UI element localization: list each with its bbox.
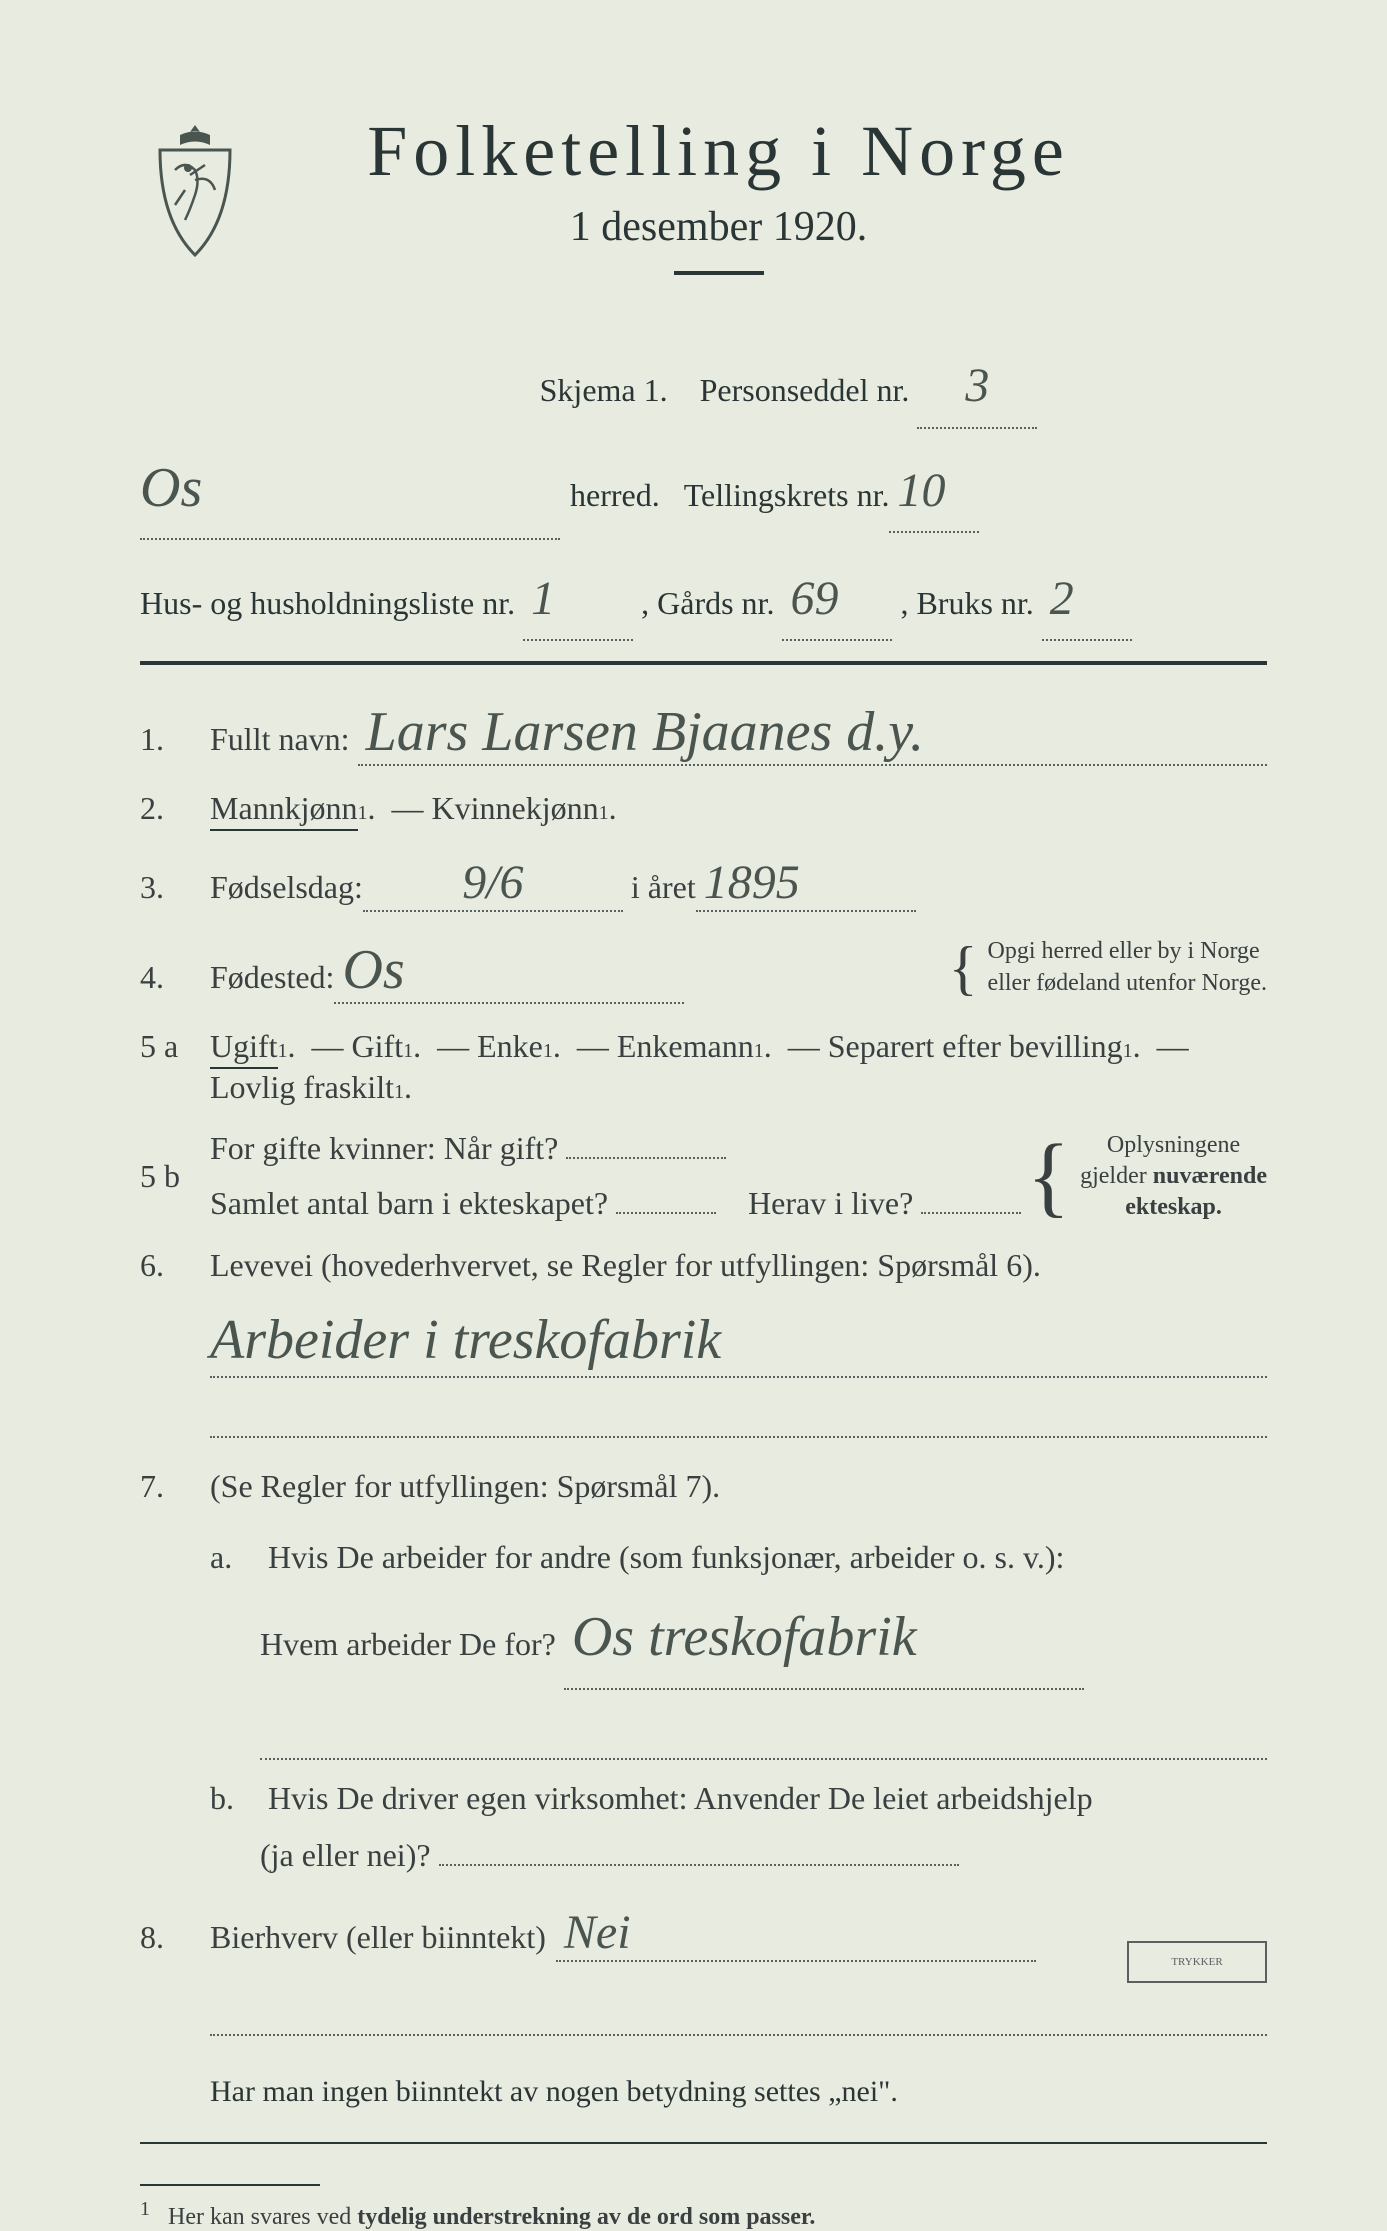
q2-num: 2. xyxy=(140,790,210,827)
q5a-gift: Gift xyxy=(352,1028,404,1065)
q4-value: Os xyxy=(342,939,404,1001)
census-form: Folketelling i Norge 1 desember 1920. Sk… xyxy=(20,20,1367,2068)
tellingskrets-nr: 10 xyxy=(897,450,945,532)
printer-stamp: TRYKKER xyxy=(1127,1941,1267,1983)
q5a-enke: Enke xyxy=(477,1028,543,1065)
q7-label: (Se Regler for utfyllingen: Spørsmål 7). xyxy=(210,1468,720,1505)
coat-of-arms-icon xyxy=(140,120,250,260)
herred-name: Os xyxy=(140,457,202,519)
footnote-num: 1 xyxy=(140,2198,150,2220)
q4-note2: eller fødeland utenfor Norge. xyxy=(988,968,1267,999)
q6-num: 6. xyxy=(140,1247,210,1284)
q7b-letter: b. xyxy=(210,1770,260,1828)
q5b-line2b: Herav i live? xyxy=(748,1185,913,1221)
schema-line: Skjema 1. Personseddel nr. 3 xyxy=(140,345,1267,429)
herred-label: herred. xyxy=(570,468,660,522)
q8-num: 8. xyxy=(140,1919,210,1956)
q7a-line2: Hvem arbeider De for? xyxy=(260,1626,556,1662)
q5a: 5 a Ugift1. — Gift1. — Enke1. — Enkemann… xyxy=(140,1028,1267,1106)
q5b-note2: gjelder nuværende xyxy=(1080,1163,1267,1189)
q7a: a. Hvis De arbeider for andre (som funks… xyxy=(210,1529,1267,1689)
husliste-label: Hus- og husholdningsliste nr. xyxy=(140,585,515,621)
q1-num: 1. xyxy=(140,721,210,758)
schema-label: Skjema 1. xyxy=(540,372,668,408)
q7b-line2: (ja eller nei)? xyxy=(260,1837,431,1873)
footnote: 1 Her kan svares ved tydelig understrekn… xyxy=(140,2198,1267,2231)
q8-value: Nei xyxy=(564,1905,631,1960)
footnote-text: Her kan svares ved tydelig understreknin… xyxy=(168,2204,815,2230)
personseddel-label: Personseddel nr. xyxy=(700,372,910,408)
q1: 1. Fullt navn: Lars Larsen Bjaanes d.y. xyxy=(140,700,1267,766)
q5b-note3: ekteskap. xyxy=(1125,1194,1222,1220)
bottom-note: Har man ingen biinntekt av nogen betydni… xyxy=(210,2066,1267,2117)
q2-mann: Mannkjønn xyxy=(210,790,358,831)
q7b: b. Hvis De driver egen virksomhet: Anven… xyxy=(210,1770,1267,1885)
q7a-value: Os treskofabrik xyxy=(572,1606,917,1668)
q4: 4. Fødested: Os { Opgi herred eller by i… xyxy=(140,936,1267,1003)
gards-label: , Gårds nr. xyxy=(641,585,774,621)
thin-rule xyxy=(140,2142,1267,2144)
q8: 8. Bierhverv (eller biinntekt) Nei xyxy=(140,1905,1267,1962)
q6-value: Arbeider i treskofabrik xyxy=(210,1309,721,1371)
q3-day: 9/6 xyxy=(462,855,523,910)
husliste-nr: 1 xyxy=(531,558,555,640)
tellingskrets-label: Tellingskrets nr. xyxy=(684,468,890,522)
q5b-note: { Oplysningene gjelder nuværende ekteska… xyxy=(1027,1130,1267,1224)
q1-label: Fullt navn: xyxy=(210,721,350,758)
q6-label: Levevei (hovederhvervet, se Regler for u… xyxy=(210,1247,1041,1284)
q7a-letter: a. xyxy=(210,1529,260,1587)
q4-label: Fødested: xyxy=(210,959,334,996)
q6-value-line: Arbeider i treskofabrik xyxy=(210,1308,1267,1378)
header: Folketelling i Norge 1 desember 1920. xyxy=(140,110,1267,305)
q3-yearlabel: i året xyxy=(631,869,696,906)
q5b-line2a: Samlet antal barn i ekteskapet? xyxy=(210,1185,608,1221)
bruks-label: , Bruks nr. xyxy=(900,585,1033,621)
q5a-separert: Separert efter bevilling xyxy=(828,1028,1123,1065)
divider xyxy=(674,271,764,275)
q3-num: 3. xyxy=(140,869,210,906)
bruks-nr: 2 xyxy=(1050,558,1074,640)
q6-blank-line xyxy=(210,1388,1267,1438)
q5b-note1: Oplysningene xyxy=(1080,1130,1267,1161)
personseddel-nr: 3 xyxy=(965,345,989,427)
q2-kvinne: Kvinnekjønn xyxy=(432,790,599,827)
q7: 7. (Se Regler for utfyllingen: Spørsmål … xyxy=(140,1468,1267,1505)
q5b-num: 5 b xyxy=(140,1158,210,1195)
q3-label: Fødselsdag: xyxy=(210,869,363,906)
gards-nr: 69 xyxy=(790,558,838,640)
q5a-enkemann: Enkemann xyxy=(617,1028,754,1065)
q5a-fraskilt: Lovlig fraskilt xyxy=(210,1069,394,1106)
q5b-line1: For gifte kvinner: Når gift? xyxy=(210,1130,558,1166)
q5a-num: 5 a xyxy=(140,1028,210,1065)
q4-note: { Opgi herred eller by i Norge eller fød… xyxy=(949,936,1267,998)
q3-year: 1895 xyxy=(704,855,800,910)
title-block: Folketelling i Norge 1 desember 1920. xyxy=(280,110,1267,305)
herred-line: Os herred. Tellingskrets nr. 10 xyxy=(140,441,1267,540)
subtitle: 1 desember 1920. xyxy=(280,203,1157,251)
q7a-blank xyxy=(260,1710,1267,1760)
q7a-line1: Hvis De arbeider for andre (som funksjon… xyxy=(268,1539,1064,1575)
thick-rule xyxy=(140,661,1267,665)
husliste-line: Hus- og husholdningsliste nr. 1 , Gårds … xyxy=(140,558,1267,642)
q4-num: 4. xyxy=(140,959,210,996)
q4-note1: Opgi herred eller by i Norge xyxy=(988,936,1267,967)
main-title: Folketelling i Norge xyxy=(280,110,1157,193)
q2: 2. Mannkjønn1. — Kvinnekjønn1. xyxy=(140,790,1267,831)
q3: 3. Fødselsdag: 9/6 i året 1895 xyxy=(140,855,1267,912)
q5b: 5 b For gifte kvinner: Når gift? Samlet … xyxy=(140,1130,1267,1224)
q7-num: 7. xyxy=(140,1468,210,1505)
footnote-rule xyxy=(140,2184,320,2186)
q8-label: Bierhverv (eller biinntekt) xyxy=(210,1919,546,1956)
q8-blank xyxy=(210,1986,1267,2036)
q7b-line1: Hvis De driver egen virksomhet: Anvender… xyxy=(268,1780,1093,1816)
q5a-ugift: Ugift xyxy=(210,1028,278,1069)
q6: 6. Levevei (hovederhvervet, se Regler fo… xyxy=(140,1247,1267,1284)
q1-value: Lars Larsen Bjaanes d.y. xyxy=(366,701,925,763)
